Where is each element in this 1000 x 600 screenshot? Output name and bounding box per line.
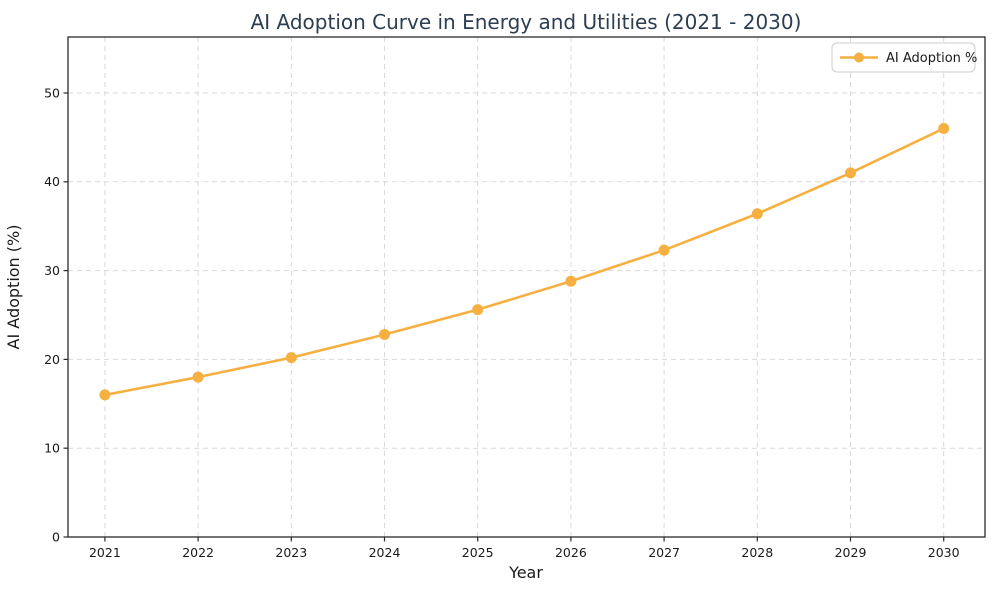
data-series (99, 123, 950, 401)
data-point (938, 123, 950, 135)
legend: AI Adoption % (831, 42, 977, 73)
x-tick-label: 2029 (835, 545, 867, 560)
x-tick-label: 2028 (741, 545, 773, 560)
legend-label: AI Adoption % (886, 51, 977, 66)
data-point (379, 329, 390, 341)
data-point (751, 208, 763, 220)
plot-border (67, 36, 986, 538)
data-point (565, 275, 577, 287)
y-tick-label: 40 (44, 174, 60, 189)
y-tick-label: 50 (44, 85, 60, 100)
legend-marker-icon (854, 52, 864, 63)
y-tick-label: 0 (52, 529, 60, 544)
data-point (472, 304, 484, 316)
axis-ticks: 2021 2022 2023 2024 2025 2026 2027 2028 2029 2030… (44, 85, 960, 560)
data-point (99, 389, 111, 401)
x-tick-label: 2026 (555, 545, 587, 560)
x-tick-label: 2027 (648, 545, 680, 560)
x-tick-label: 2021 (89, 545, 121, 560)
data-point (845, 167, 856, 179)
x-tick-label: 2024 (369, 545, 401, 560)
x-tick-label: 2025 (462, 545, 494, 560)
data-point (658, 244, 670, 256)
data-point (285, 352, 297, 364)
x-axis-label: Year (508, 563, 543, 582)
data-point (192, 371, 204, 383)
plot-area (68, 37, 985, 537)
y-tick-label: 30 (44, 263, 60, 278)
y-tick-label: 20 (44, 352, 60, 367)
x-tick-label: 2023 (275, 545, 307, 560)
series-line (103, 127, 946, 397)
y-tick-label: 10 (44, 441, 60, 456)
x-tick-label: 2022 (182, 545, 214, 560)
y-axis-label: AI Adoption (%) (4, 225, 23, 350)
x-tick-label: 2030 (928, 545, 960, 560)
chart-title: AI Adoption Curve in Energy and Utilitie… (251, 10, 802, 34)
gridlines (68, 37, 985, 537)
legend-box (831, 42, 976, 73)
